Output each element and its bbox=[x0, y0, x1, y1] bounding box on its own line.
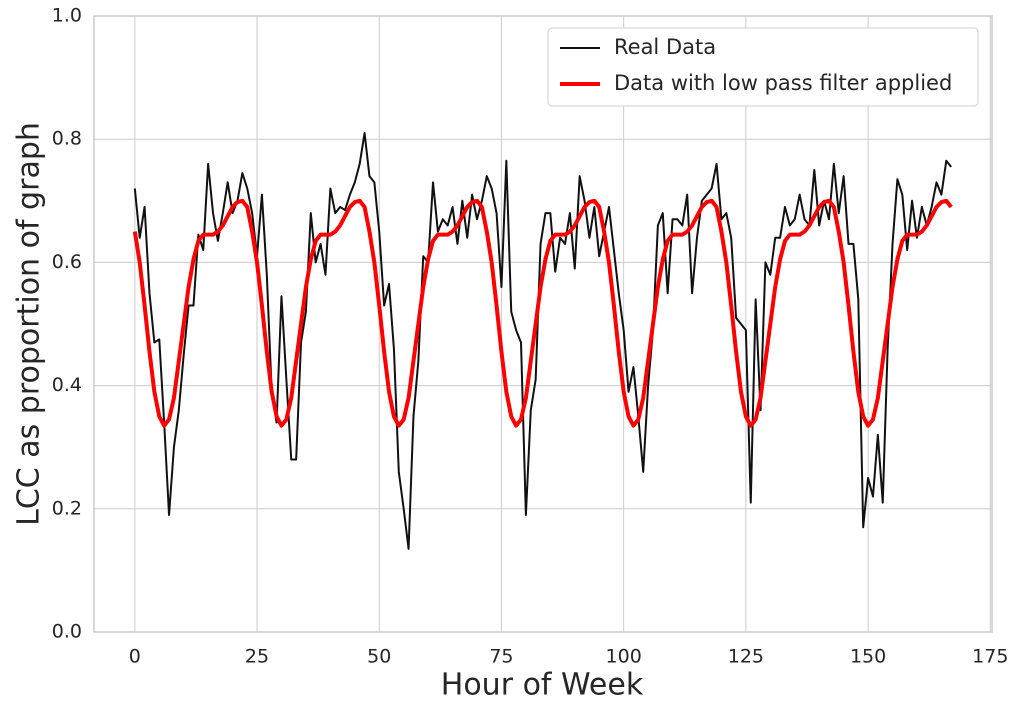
x-tick-label: 75 bbox=[489, 646, 513, 668]
y-tick-label: 0.6 bbox=[52, 251, 82, 273]
legend-box bbox=[547, 27, 979, 107]
y-tick-label: 0.0 bbox=[52, 621, 82, 643]
x-tick-label: 150 bbox=[850, 646, 886, 668]
plot-frame bbox=[93, 15, 993, 633]
legend: Real Data Data with low pass filter appli… bbox=[547, 27, 979, 107]
y-axis-label: LCC as proportion of graph bbox=[12, 122, 47, 526]
y-tick-label: 0.4 bbox=[52, 374, 82, 396]
x-tick-label: 25 bbox=[245, 646, 269, 668]
x-axis-label: Hour of Week bbox=[441, 668, 644, 703]
y-tick-label: 0.2 bbox=[52, 497, 82, 519]
y-tick-label: 0.8 bbox=[52, 128, 82, 150]
x-tick-label: 175 bbox=[972, 646, 1008, 668]
legend-label: Data with low pass filter applied bbox=[614, 71, 952, 95]
x-tick-label: 0 bbox=[129, 646, 141, 668]
legend-label: Real Data bbox=[614, 35, 716, 59]
data-line bbox=[132, 198, 953, 428]
x-tick-label: 50 bbox=[367, 646, 391, 668]
x-tick-label: 100 bbox=[606, 646, 642, 668]
y-tick-label: 1.0 bbox=[52, 5, 82, 27]
x-tick-label: 125 bbox=[728, 646, 764, 668]
